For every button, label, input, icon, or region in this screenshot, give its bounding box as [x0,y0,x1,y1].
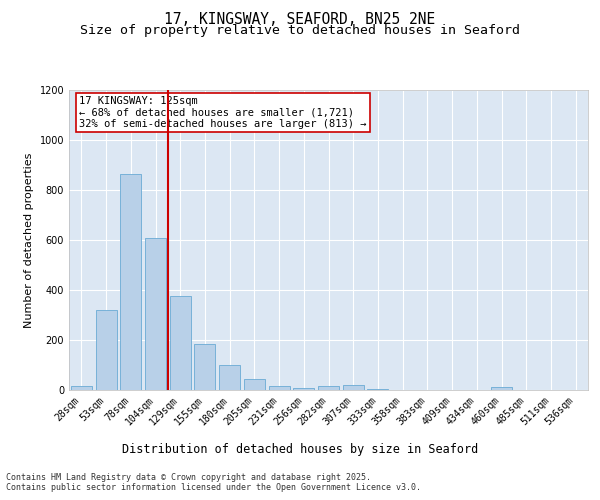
Bar [367,389,388,390]
Bar [95,310,116,390]
Bar [269,386,290,390]
Bar [194,344,215,390]
Bar [293,388,314,390]
Bar [219,365,240,390]
Y-axis label: Number of detached properties: Number of detached properties [24,152,34,328]
Text: Size of property relative to detached houses in Seaford: Size of property relative to detached ho… [80,24,520,37]
Text: Contains public sector information licensed under the Open Government Licence v3: Contains public sector information licen… [6,482,421,492]
Text: 17, KINGSWAY, SEAFORD, BN25 2NE: 17, KINGSWAY, SEAFORD, BN25 2NE [164,12,436,28]
Bar [491,387,512,390]
Bar [343,385,364,390]
Bar [244,379,265,390]
Bar [318,386,339,390]
Bar [120,174,141,390]
Text: 17 KINGSWAY: 125sqm
← 68% of detached houses are smaller (1,721)
32% of semi-det: 17 KINGSWAY: 125sqm ← 68% of detached ho… [79,96,367,129]
Bar [145,238,166,390]
Text: Distribution of detached houses by size in Seaford: Distribution of detached houses by size … [122,442,478,456]
Bar [170,296,191,390]
Bar [71,386,92,390]
Text: Contains HM Land Registry data © Crown copyright and database right 2025.: Contains HM Land Registry data © Crown c… [6,472,371,482]
